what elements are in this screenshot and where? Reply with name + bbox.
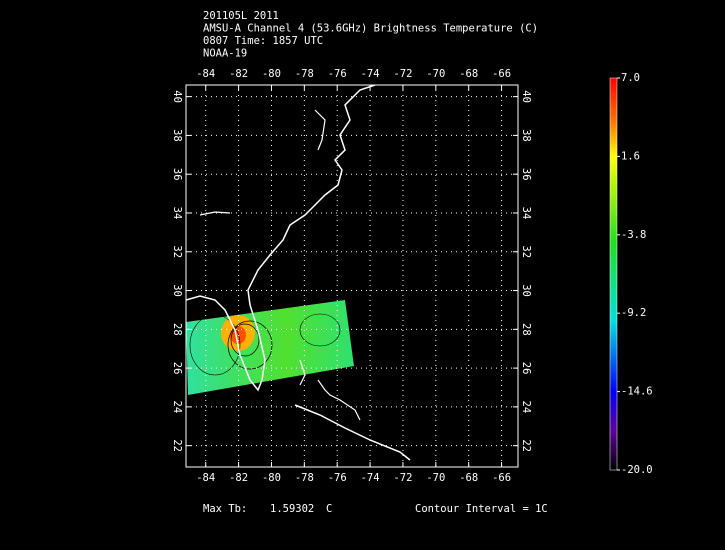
y-tick-label: 32	[171, 245, 183, 258]
title-line: AMSU-A Channel 4 (53.6GHz) Brightness Te…	[203, 23, 538, 35]
y-tick-label: 38	[171, 129, 183, 142]
footer-max-unit: C	[326, 503, 332, 515]
y-tick-label: 32	[520, 245, 532, 258]
footer-max-value: 1.59302	[270, 503, 314, 515]
x-tick-label: -84	[196, 472, 215, 484]
colorbar	[609, 77, 618, 471]
colorbar-label: 1.6	[621, 150, 640, 162]
x-tick-label: -78	[295, 472, 314, 484]
y-tick-label: 38	[520, 129, 532, 142]
x-tick-label: -82	[229, 472, 248, 484]
x-tick-label: -70	[426, 472, 445, 484]
contour	[299, 313, 341, 347]
coastline	[317, 379, 361, 421]
y-tick-label: 36	[520, 168, 532, 181]
y-tick-label: 30	[171, 284, 183, 297]
x-tick-label: -78	[295, 68, 314, 80]
y-tick-label: 28	[520, 323, 532, 336]
coastline	[199, 211, 231, 216]
x-tick-label: -72	[393, 472, 412, 484]
title-line: 201105L 2011	[203, 10, 279, 22]
title-line: 0807 Time: 1857 UTC	[203, 35, 323, 47]
y-tick-label: 28	[171, 323, 183, 336]
footer-max-label: Max Tb:	[203, 503, 247, 515]
x-tick-label: -66	[492, 472, 511, 484]
y-tick-label: 22	[520, 439, 532, 452]
plot-frame	[185, 84, 519, 468]
colorbar-label: -3.8	[621, 229, 646, 241]
x-tick-label: -68	[459, 68, 478, 80]
coastline	[294, 404, 411, 461]
colorbar-label: -14.6	[621, 386, 653, 398]
colorbar-label: -9.2	[621, 307, 646, 319]
y-tick-label: 30	[520, 284, 532, 297]
x-tick-label: -74	[361, 68, 380, 80]
footer-contour: Contour Interval = 1C	[415, 503, 548, 515]
coastline	[314, 109, 326, 151]
warm-ring	[227, 320, 273, 370]
x-tick-label: -76	[328, 472, 347, 484]
contour	[189, 314, 241, 376]
y-tick-label: 34	[520, 207, 532, 220]
y-tick-label: 40	[520, 90, 532, 103]
coastline	[299, 359, 306, 386]
x-tick-label: -76	[328, 68, 347, 80]
x-tick-label: -84	[196, 68, 215, 80]
x-tick-label: -80	[262, 68, 281, 80]
x-tick-label: -82	[229, 68, 248, 80]
x-tick-label: -72	[393, 68, 412, 80]
y-tick-label: 22	[171, 439, 183, 452]
title-line: NOAA-19	[203, 48, 247, 60]
y-tick-label: 24	[171, 401, 183, 414]
warm-ring	[230, 323, 260, 357]
y-tick-label: 24	[520, 401, 532, 414]
y-tick-label: 26	[520, 362, 532, 375]
x-tick-label: -66	[492, 68, 511, 80]
colorbar-label: 7.0	[621, 72, 640, 84]
x-tick-label: -70	[426, 68, 445, 80]
swath	[186, 300, 354, 395]
x-tick-label: -74	[361, 472, 380, 484]
map-layer	[186, 85, 411, 461]
colorbar-label: -20.0	[621, 464, 653, 476]
x-tick-label: -68	[459, 472, 478, 484]
y-tick-label: 26	[171, 362, 183, 375]
y-tick-label: 36	[171, 168, 183, 181]
y-tick-label: 40	[171, 90, 183, 103]
coastline	[186, 85, 376, 392]
x-tick-label: -80	[262, 472, 281, 484]
y-tick-label: 34	[171, 207, 183, 220]
